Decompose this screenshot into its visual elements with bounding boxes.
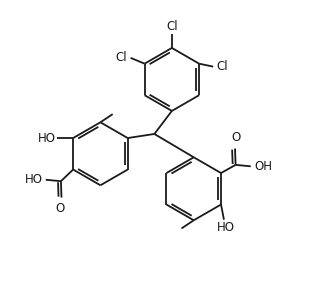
Text: HO: HO	[217, 221, 235, 234]
Text: O: O	[231, 132, 241, 144]
Text: Cl: Cl	[217, 60, 228, 73]
Text: HO: HO	[38, 132, 56, 144]
Text: HO: HO	[24, 173, 43, 186]
Text: Cl: Cl	[166, 20, 178, 33]
Text: Cl: Cl	[116, 51, 127, 64]
Text: O: O	[56, 202, 65, 214]
Text: OH: OH	[254, 160, 272, 173]
